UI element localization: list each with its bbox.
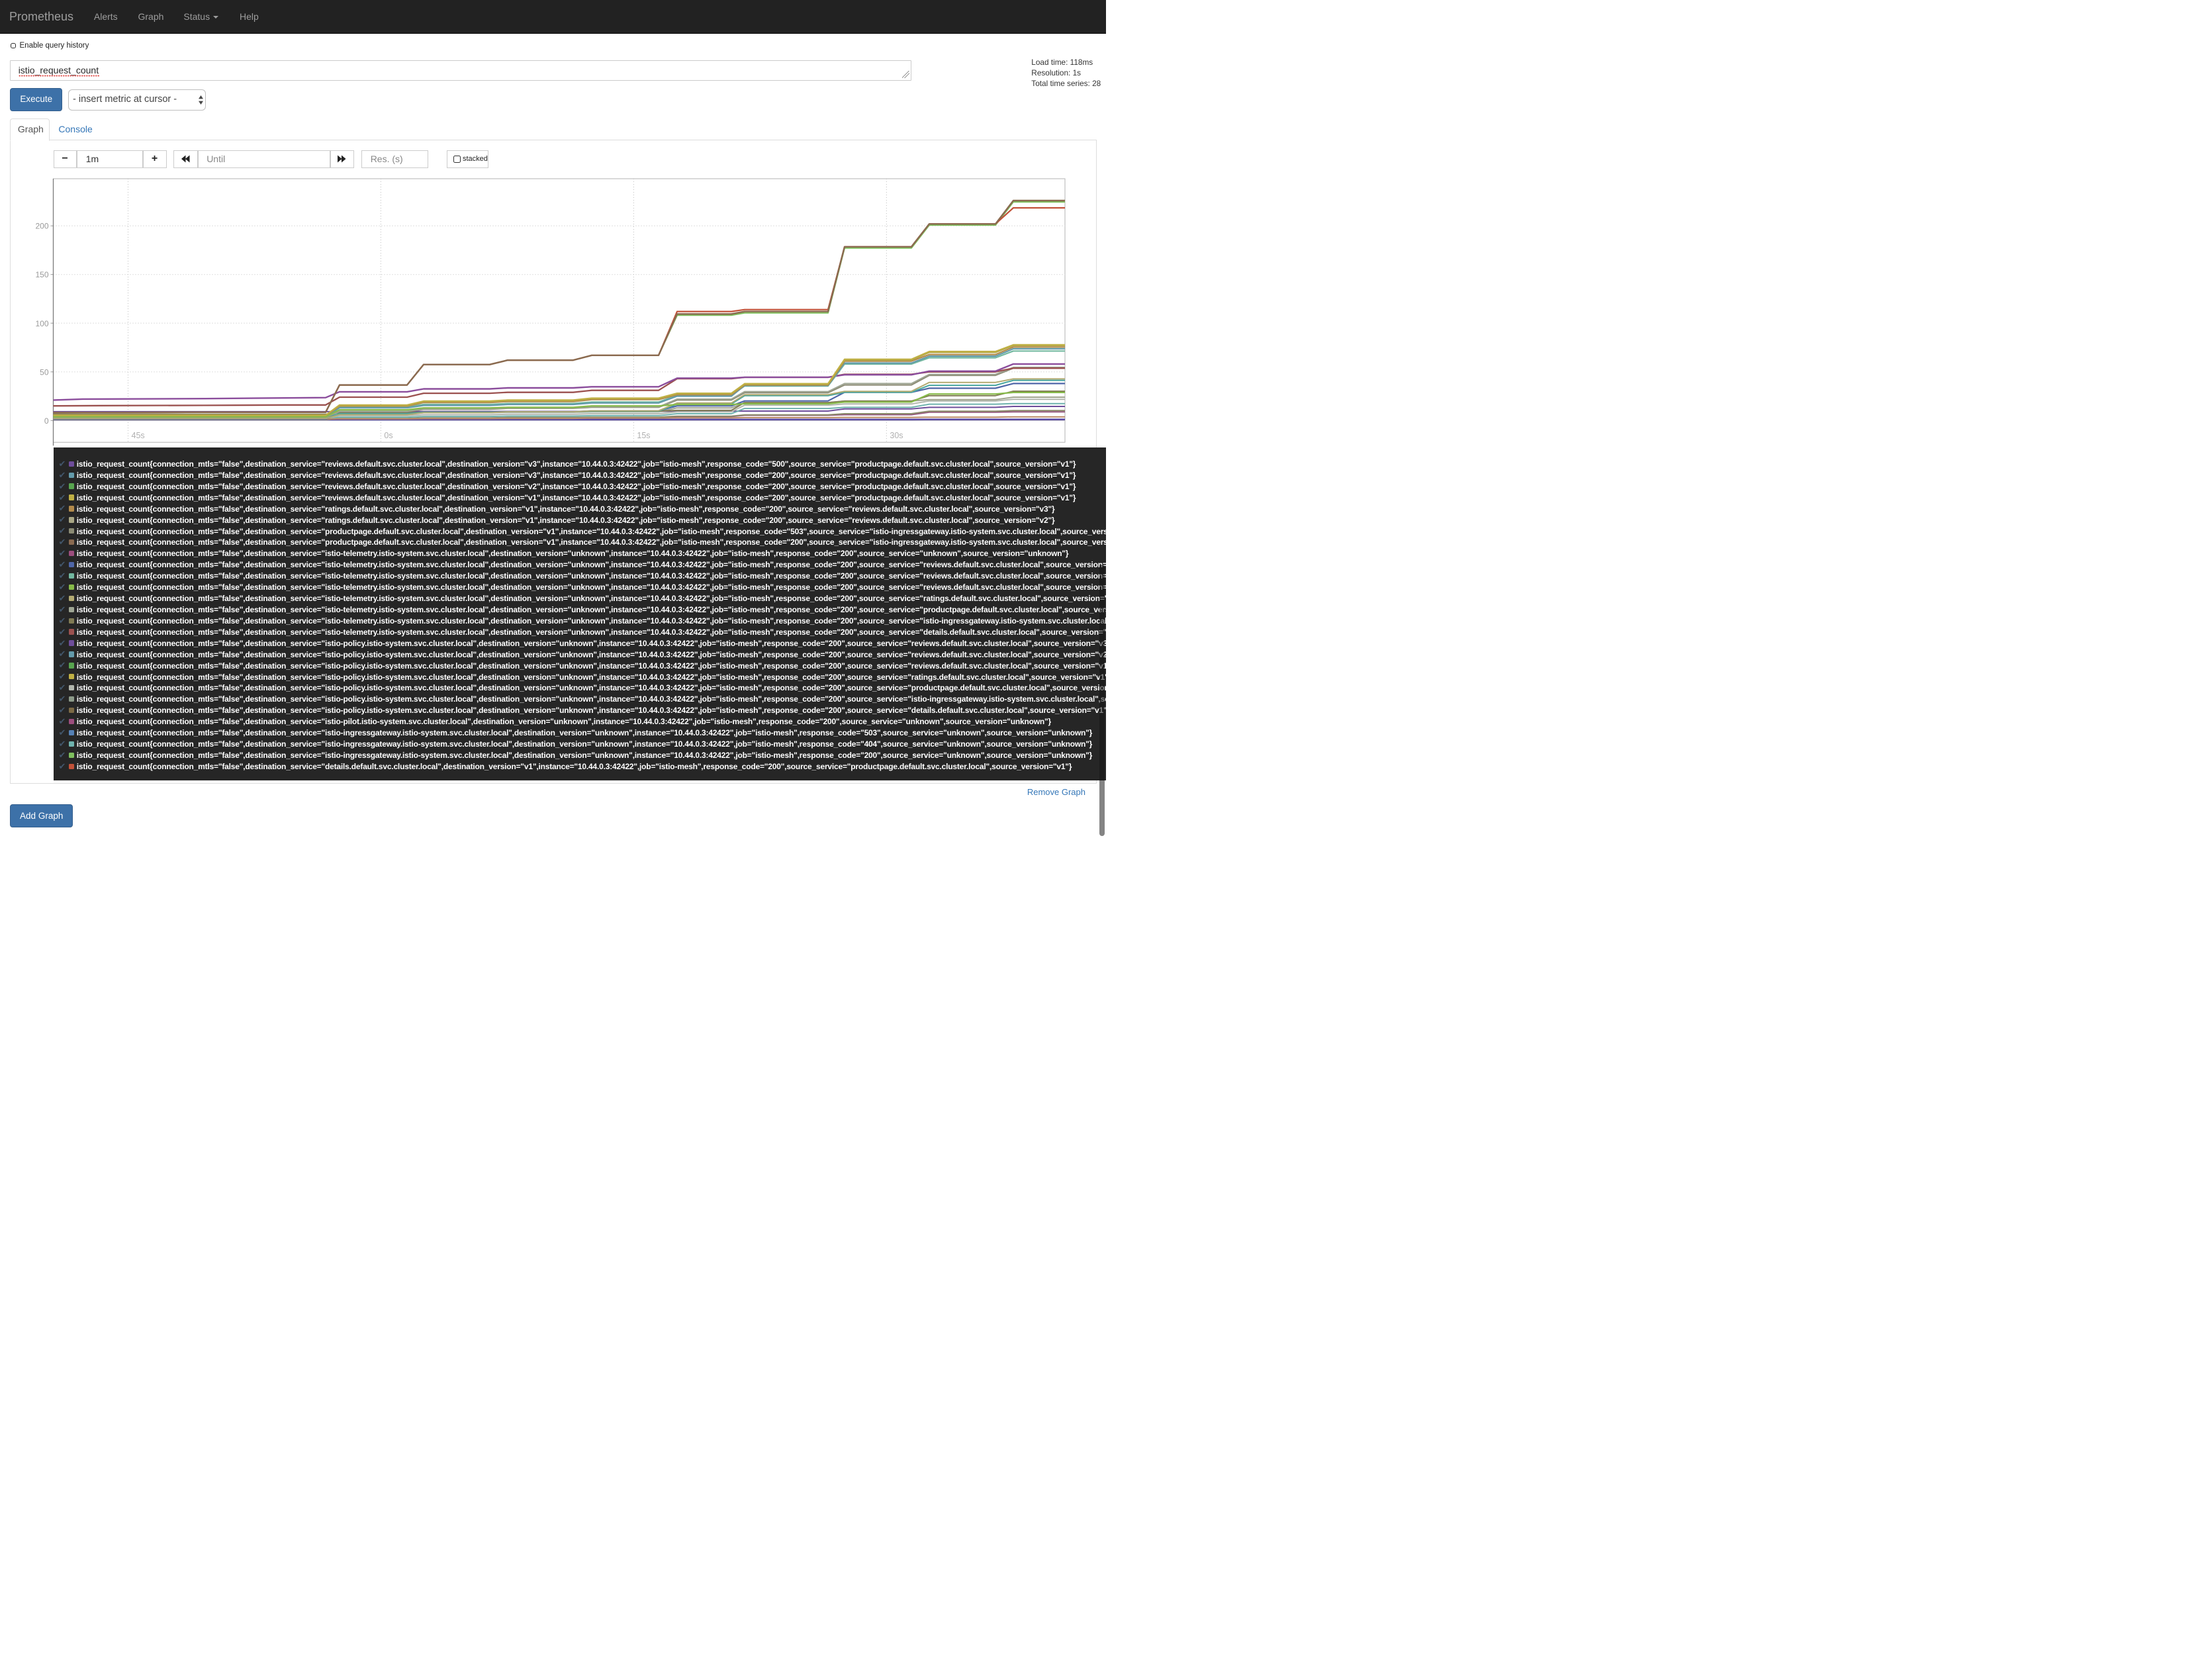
- svg-text:0s: 0s: [384, 431, 392, 440]
- svg-text:150: 150: [35, 270, 48, 279]
- svg-text:15s: 15s: [637, 431, 650, 440]
- svg-text:100: 100: [35, 319, 48, 328]
- svg-text:45s: 45s: [132, 431, 145, 440]
- svg-text:30s: 30s: [890, 431, 903, 440]
- svg-text:0: 0: [44, 416, 49, 426]
- svg-text:200: 200: [35, 222, 48, 231]
- svg-text:50: 50: [40, 367, 49, 377]
